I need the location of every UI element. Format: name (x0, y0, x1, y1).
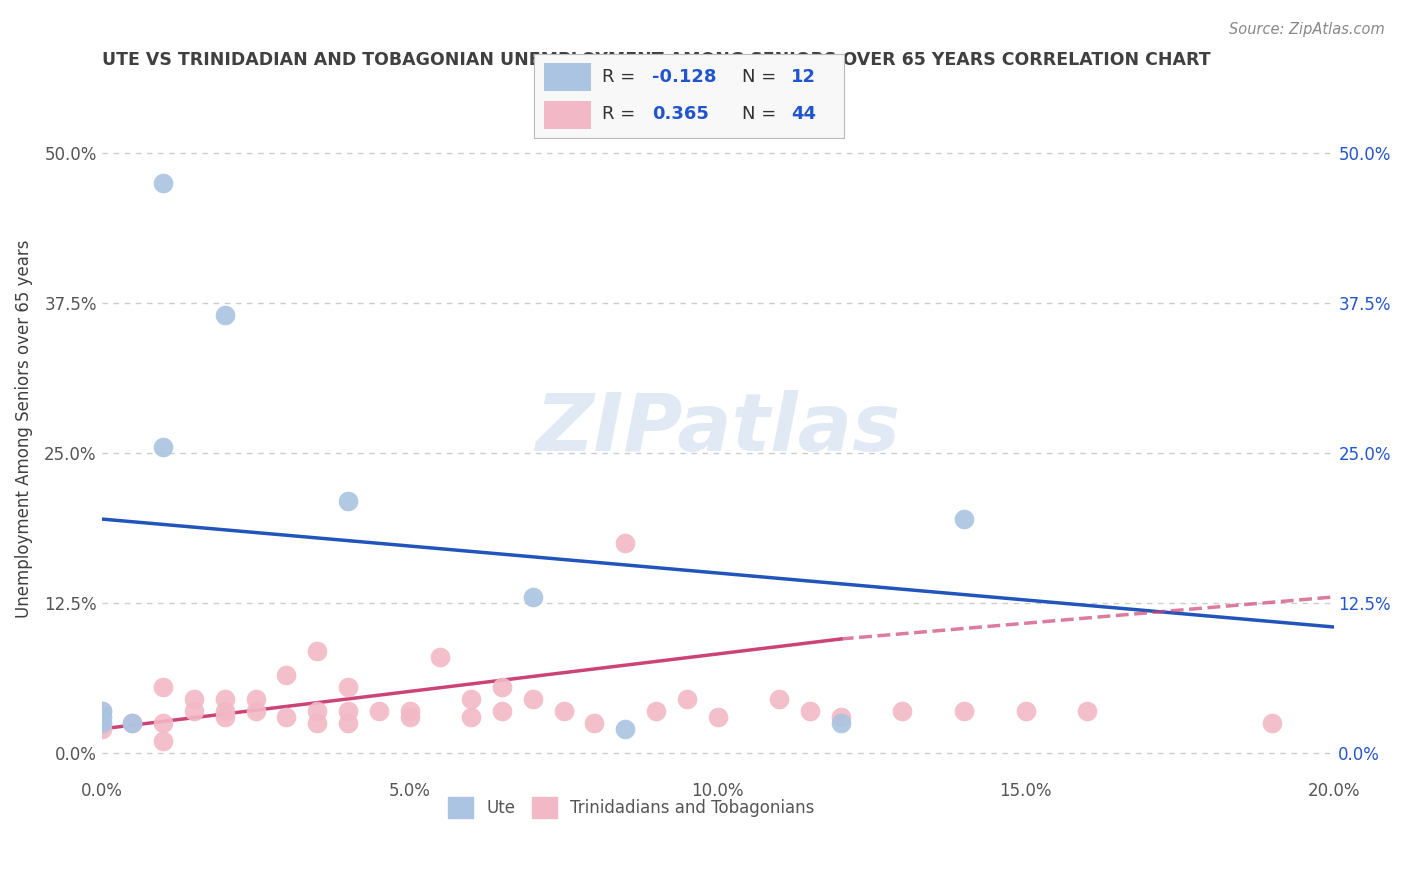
Point (152, 440, 174, 454)
FancyBboxPatch shape (544, 62, 591, 91)
Text: -0.128: -0.128 (652, 68, 716, 86)
Text: 44: 44 (792, 104, 815, 123)
Point (614, 536, 637, 550)
Point (953, 704, 976, 718)
Point (276, 668, 298, 682)
Point (245, 692, 267, 706)
Point (429, 649, 451, 664)
Point (583, 715, 606, 730)
Point (214, 704, 236, 718)
Point (522, 590, 544, 604)
Point (245, 704, 267, 718)
Point (90, 722, 112, 736)
Text: 12: 12 (792, 68, 815, 86)
Point (307, 704, 329, 718)
Point (953, 512, 976, 526)
Point (214, 692, 236, 706)
Point (830, 710, 852, 724)
Point (121, 715, 143, 730)
Y-axis label: Unemployment Among Seniors over 65 years: Unemployment Among Seniors over 65 years (15, 240, 32, 618)
Text: UTE VS TRINIDADIAN AND TOBAGONIAN UNEMPLOYMENT AMONG SENIORS OVER 65 YEARS CORRE: UTE VS TRINIDADIAN AND TOBAGONIAN UNEMPL… (101, 51, 1211, 69)
Text: R =: R = (602, 68, 641, 86)
Point (152, 734, 174, 748)
Point (214, 308, 236, 322)
Point (183, 692, 205, 706)
Point (336, 494, 359, 508)
Point (398, 710, 420, 724)
Point (90, 715, 112, 730)
Point (183, 704, 205, 718)
Point (1076, 704, 1098, 718)
Legend: Ute, Trinidadians and Tobagonians: Ute, Trinidadians and Tobagonians (441, 790, 821, 824)
Point (367, 704, 389, 718)
Point (121, 715, 143, 730)
Point (1014, 704, 1036, 718)
FancyBboxPatch shape (544, 101, 591, 129)
Point (90, 710, 112, 724)
Text: N =: N = (741, 104, 782, 123)
Point (675, 692, 697, 706)
Point (614, 722, 637, 736)
Point (830, 715, 852, 730)
Point (307, 644, 329, 658)
Point (553, 704, 575, 718)
Text: N =: N = (741, 68, 782, 86)
Point (90, 704, 112, 718)
Point (152, 176, 174, 190)
Point (645, 704, 668, 718)
Point (398, 704, 420, 718)
Point (799, 704, 821, 718)
Point (152, 715, 174, 730)
Point (522, 692, 544, 706)
Text: Source: ZipAtlas.com: Source: ZipAtlas.com (1229, 22, 1385, 37)
Point (336, 680, 359, 694)
Point (307, 715, 329, 730)
Point (768, 692, 790, 706)
Point (706, 710, 728, 724)
Point (1261, 715, 1284, 730)
Point (152, 680, 174, 694)
Point (460, 710, 482, 724)
Point (276, 710, 298, 724)
Point (460, 692, 482, 706)
Point (336, 715, 359, 730)
Point (491, 680, 513, 694)
Point (491, 704, 513, 718)
Text: 0.365: 0.365 (652, 104, 709, 123)
Text: R =: R = (602, 104, 641, 123)
Text: ZIPatlas: ZIPatlas (536, 390, 900, 468)
Point (891, 704, 914, 718)
Point (336, 704, 359, 718)
Point (90, 704, 112, 718)
Point (214, 710, 236, 724)
